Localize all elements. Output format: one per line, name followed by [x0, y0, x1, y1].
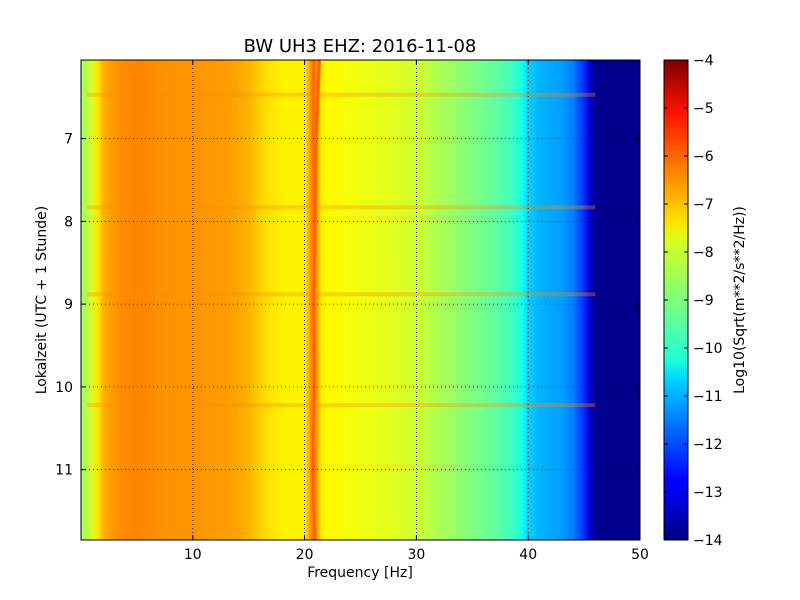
- colorbar-tick-label: −11: [693, 389, 723, 405]
- y-tick-label: 11: [55, 463, 73, 479]
- x-tick-label: 40: [519, 547, 537, 563]
- colorbar: −4 −5 −6 −7 −8 −9 −10 −11 −12 −13 −14 Log10(Sqrt(m…: [663, 53, 748, 549]
- colorbar-tick-label: −14: [693, 533, 723, 549]
- colorbar-tick-label: −13: [693, 485, 723, 501]
- y-tick-label: 10: [55, 380, 73, 396]
- colorbar-tick-label: −4: [693, 53, 714, 69]
- colorbar-tick-label: −10: [693, 341, 723, 357]
- x-tick-label: 30: [407, 547, 425, 563]
- spectrogram-plot: [81, 60, 640, 540]
- transient-bands: [86, 92, 596, 408]
- colorbar-tick-label: −5: [693, 101, 714, 117]
- colorbar-label: Log10(Sqrt(m**2/s**2/Hz)): [732, 206, 748, 394]
- colorbar-tick-label: −6: [693, 149, 714, 165]
- spectrogram-base: [81, 60, 640, 540]
- transient-band: [86, 403, 596, 408]
- y-axis-label: Lokalzeit (UTC + 1 Stunde): [34, 206, 50, 395]
- colorbar-tick-label: −9: [693, 293, 714, 309]
- y-axis: 7 8 9 10 11: [55, 132, 640, 479]
- x-tick-label: 20: [296, 547, 314, 563]
- colorbar-tick-label: −7: [693, 197, 714, 213]
- colorbar-tick-label: −8: [693, 245, 714, 261]
- plot-frame: [80, 59, 641, 541]
- x-tick-label: 10: [184, 547, 202, 563]
- y-tick-label: 9: [64, 297, 73, 313]
- colorbar-tick-label: −12: [693, 437, 723, 453]
- y-tick-label: 8: [64, 214, 73, 230]
- transient-band: [86, 205, 596, 210]
- transient-band: [86, 92, 596, 97]
- x-axis-label: Frequency [Hz]: [307, 565, 413, 581]
- grid-lines: [81, 60, 640, 540]
- colorbar-ticks: −4 −5 −6 −7 −8 −9 −10 −11 −12 −13 −14: [664, 53, 723, 549]
- x-axis: 10 20 30 40 50: [184, 60, 649, 563]
- transient-band: [86, 292, 596, 297]
- chart-title: BW UH3 EHZ: 2016-11-08: [244, 36, 477, 57]
- x-tick-label: 50: [631, 547, 649, 563]
- y-tick-label: 7: [64, 132, 73, 148]
